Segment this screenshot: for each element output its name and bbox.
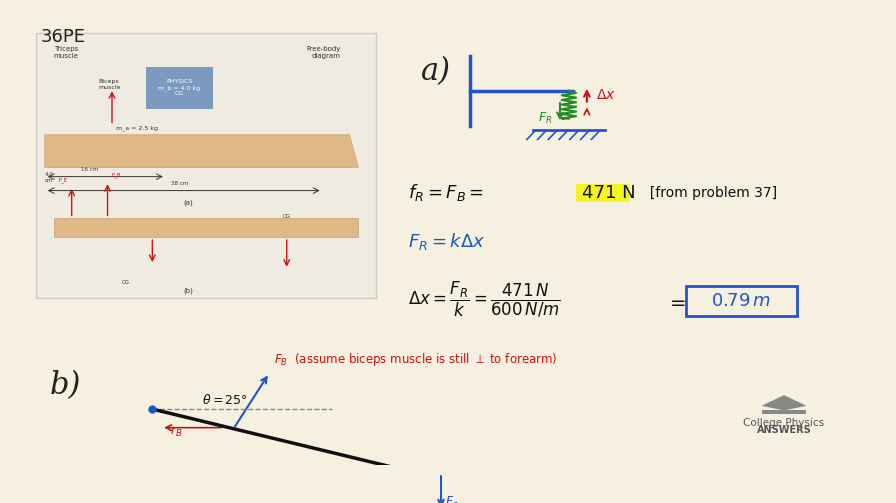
Text: $F_R = k\Delta x$: $F_R = k\Delta x$ [408,231,485,252]
Text: a): a) [421,56,451,87]
Text: 36PE: 36PE [40,28,85,46]
Polygon shape [45,135,358,167]
FancyBboxPatch shape [686,286,797,316]
Polygon shape [762,395,806,410]
Text: (a): (a) [184,200,193,206]
Text: PHYSICS
m_b = 4.0 kg
CG: PHYSICS m_b = 4.0 kg CG [158,79,201,96]
Text: 16 cm: 16 cm [81,167,99,173]
Text: [from problem 37]: [from problem 37] [641,186,777,200]
Text: b): b) [49,370,81,401]
Text: Triceps
muscle: Triceps muscle [54,46,79,59]
Text: 4.0
cm: 4.0 cm [45,172,54,183]
FancyBboxPatch shape [54,218,358,237]
Text: College Physics: College Physics [744,418,824,429]
Text: Free-body
diagram: Free-body diagram [306,46,340,59]
Text: ANSWERS: ANSWERS [756,426,812,435]
Text: $\Delta x$: $\Delta x$ [596,89,616,102]
Text: 471 N: 471 N [582,184,636,202]
Text: F_B: F_B [112,173,121,179]
Text: $\Delta x = \dfrac{F_R}{k} = \dfrac{471\,N}{600\,N/m}$: $\Delta x = \dfrac{F_R}{k} = \dfrac{471\… [408,280,561,319]
FancyBboxPatch shape [576,184,629,202]
Text: F_E: F_E [58,177,67,183]
Text: 38 cm: 38 cm [170,181,188,186]
Text: Biceps
muscle: Biceps muscle [99,79,121,90]
Text: CG: CG [283,214,290,219]
Text: $\theta = 25°$: $\theta = 25°$ [202,393,247,407]
Text: (b): (b) [183,288,194,294]
Polygon shape [762,410,806,413]
Text: $f_R = F_B = $: $f_R = F_B = $ [408,183,484,203]
FancyBboxPatch shape [36,33,376,297]
Text: $F_R$: $F_R$ [538,111,552,126]
Text: $0.79\,m$: $0.79\,m$ [711,292,771,310]
Text: $F_B$  (assume biceps muscle is still $\perp$ to forearm): $F_B$ (assume biceps muscle is still $\p… [274,351,557,368]
Text: $F_a$: $F_a$ [445,495,460,503]
Text: m_a = 2.5 kg: m_a = 2.5 kg [116,126,159,131]
Text: CG: CG [122,280,129,285]
Text: $=$: $=$ [667,292,686,311]
Text: $r_B$: $r_B$ [170,425,183,439]
